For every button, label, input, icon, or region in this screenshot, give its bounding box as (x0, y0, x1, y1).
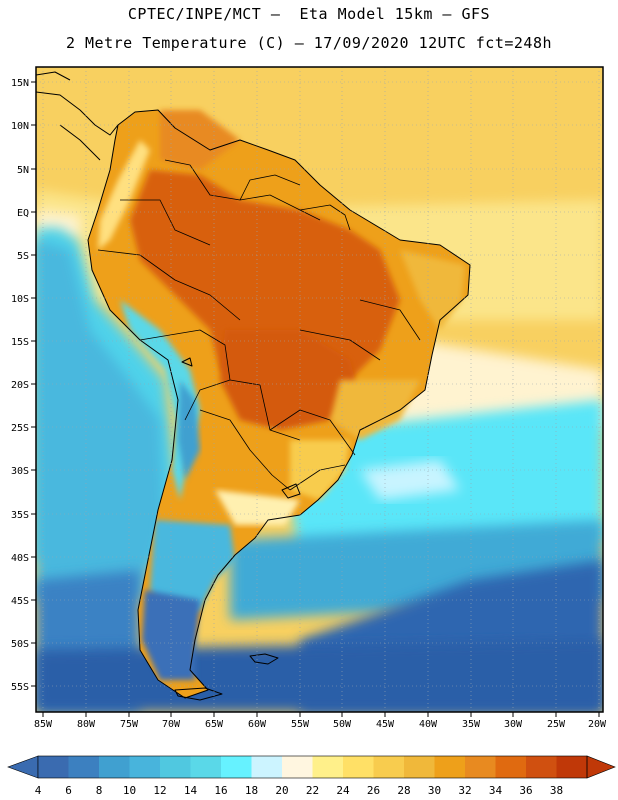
lat-label: 45S (11, 596, 29, 607)
ocean-pale-cyan-patch (360, 460, 460, 500)
lon-label: 35W (462, 719, 481, 730)
colorbar-swatch (373, 756, 405, 778)
colorbar-label: 26 (367, 784, 380, 797)
lat-label: 30S (11, 466, 29, 477)
colorbar-swatch (190, 756, 222, 778)
colorbar-overflow-arrow (586, 755, 616, 779)
colorbar-underflow-arrow (7, 755, 39, 779)
colorbar-swatch (68, 756, 100, 778)
colorbar-label: 12 (153, 784, 166, 797)
northeast-brazil-warm (400, 250, 465, 330)
uruguay-lagoon (281, 483, 301, 499)
colorbar-label: 18 (245, 784, 258, 797)
country-borders (97, 159, 421, 491)
colorbar-label: 6 (65, 784, 72, 797)
lat-label: 50S (11, 639, 29, 650)
lon-label: 85W (34, 719, 53, 730)
lat-label: 10N (11, 121, 29, 132)
colorbar-swatch (251, 756, 283, 778)
lat-label: 15N (11, 78, 29, 89)
colorbar-label: 8 (96, 784, 103, 797)
map-title-line-1: CPTEC/INPE/MCT – Eta Model 15km – GFS (127, 5, 491, 23)
pampas-pale (215, 490, 300, 525)
lat-label: 5S (17, 251, 29, 262)
colorbar: 4 6 8 10 12 14 16 18 20 22 24 26 28 30 32 34 36 38 (7, 755, 616, 797)
lon-label: 25W (547, 719, 566, 730)
map-field (36, 67, 603, 712)
lake-titicaca (181, 357, 193, 367)
colorbar-outline (37, 755, 588, 779)
colorbar-label: 36 (519, 784, 532, 797)
lon-label: 30W (504, 719, 523, 730)
ocean-lightblue-pacific (36, 240, 165, 600)
colorbar-swatch (282, 756, 313, 778)
colorbar-swatch (404, 756, 435, 778)
colorbar-swatch (160, 756, 191, 778)
south-america-landmass (88, 110, 470, 698)
lon-label: 70W (162, 719, 181, 730)
lon-label: 40W (419, 719, 438, 730)
colorbar-swatch (99, 756, 130, 778)
coastline-and-borders (36, 71, 471, 701)
colorbar-label: 32 (458, 784, 471, 797)
colorbar-label: 20 (275, 784, 288, 797)
map-title-line-2: 2 Metre Temperature (C) – 17/09/2020 12U… (65, 34, 553, 52)
lat-label: 20S (11, 380, 29, 391)
colorbar-swatch (556, 756, 588, 778)
colorbar-label: 10 (123, 784, 136, 797)
colorbar-swatch (129, 756, 161, 778)
colorbar-label: 34 (489, 784, 503, 797)
lat-label: 35S (11, 510, 29, 521)
lat-label: EQ (17, 208, 29, 219)
colorbar-label: 16 (214, 784, 227, 797)
ocean-pale-band (36, 210, 603, 430)
temperature-map: 15N 10N 5N EQ 5S 10S 15S 20S 25S 30S 35S… (11, 66, 607, 730)
colorbar-label: 38 (550, 784, 563, 797)
colorbar-swatch (343, 756, 374, 778)
colorbar-label: 24 (336, 784, 350, 797)
colorbar-swatch (465, 756, 496, 778)
lon-label: 50W (333, 719, 352, 730)
lat-label: 10S (11, 294, 29, 305)
lon-label: 60W (248, 719, 267, 730)
lon-label: 80W (77, 719, 96, 730)
lat-label: 15S (11, 337, 29, 348)
colorbar-swatches (7, 755, 616, 779)
andes-cold-north (98, 140, 150, 250)
central-america-coast (36, 71, 119, 161)
colorbar-label: 28 (397, 784, 410, 797)
colorbar-label: 22 (306, 784, 319, 797)
lon-axis: 85W 80W 75W 70W 65W 60W 55W 50W 45W 40W … (34, 712, 607, 730)
lon-label: 55W (291, 719, 310, 730)
lon-label: 20W (588, 719, 607, 730)
colorbar-swatch (312, 756, 344, 778)
falkland-islands (249, 653, 279, 665)
colorbar-label: 4 (35, 784, 42, 797)
tierra-del-fuego (174, 687, 223, 701)
colorbar-swatch (495, 756, 527, 778)
lon-label: 65W (205, 719, 224, 730)
lat-label: 25S (11, 423, 29, 434)
lat-label: 55S (11, 682, 29, 693)
colorbar-swatch (526, 756, 557, 778)
colorbar-label: 14 (184, 784, 198, 797)
amazon-hot-core (130, 170, 400, 395)
southeast-brazil-warm (330, 380, 420, 440)
map-frame (35, 66, 604, 713)
colorbar-label: 30 (428, 784, 441, 797)
colorbar-swatch (221, 756, 252, 778)
graticule (36, 67, 603, 712)
lon-label: 45W (376, 719, 395, 730)
ocean-deep-blue-south (36, 640, 603, 712)
lon-label: 75W (120, 719, 139, 730)
central-plateau-hot (220, 330, 360, 430)
colorbar-swatch (38, 756, 69, 778)
lat-label: 40S (11, 553, 29, 564)
andes-cold-ridge (178, 380, 200, 480)
lat-label: 5N (17, 165, 29, 176)
coastline (87, 109, 471, 699)
lat-axis: 15N 10N 5N EQ 5S 10S 15S 20S 25S 30S 35S… (11, 78, 36, 693)
colorbar-swatch (434, 756, 466, 778)
colorbar-labels: 4 6 8 10 12 14 16 18 20 22 24 26 28 30 32 34 36 38 (35, 784, 563, 797)
